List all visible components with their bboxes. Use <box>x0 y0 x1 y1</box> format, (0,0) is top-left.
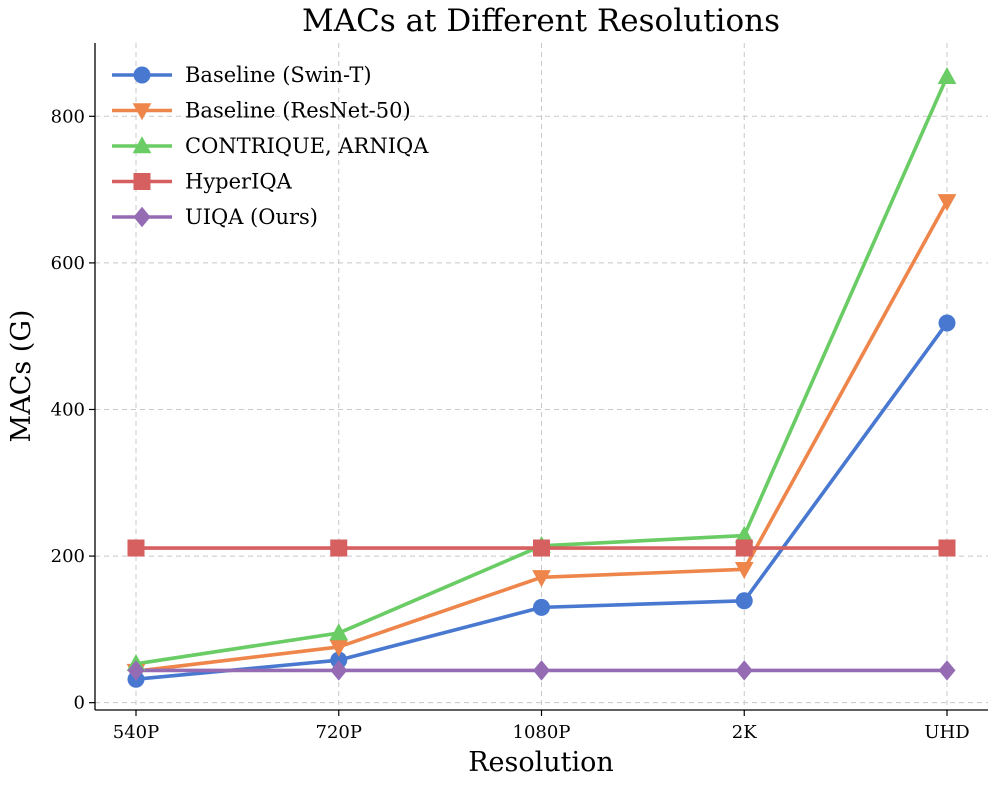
ticks: 540P 720P 1080P 2K UHD 0 200 400 600 800 <box>51 106 970 743</box>
x-axis-title: Resolution <box>468 747 614 778</box>
y-tick-label: 200 <box>51 546 85 567</box>
data-point-3-4 <box>938 539 956 557</box>
data-point-1-2 <box>532 570 551 588</box>
data-point-1-3 <box>734 562 754 580</box>
legend-label: Baseline (ResNet-50) <box>185 99 411 123</box>
legend-marker <box>132 136 152 154</box>
legend-marker <box>133 206 151 228</box>
y-tick-label: 400 <box>51 399 85 420</box>
chart-title: MACs at Different Resolutions <box>302 3 780 39</box>
legend-label: HyperIQA <box>185 170 293 194</box>
y-axis-title: MACs (G) <box>6 310 37 443</box>
y-tick-label: 0 <box>74 693 85 714</box>
data-point-3-1 <box>330 539 348 557</box>
gridlines <box>95 43 988 710</box>
series-markers <box>126 66 957 688</box>
x-tick-label: UHD <box>924 722 969 743</box>
data-point-4-3 <box>735 660 753 681</box>
legend-label: Baseline (Swin-T) <box>185 63 372 87</box>
legend-marker <box>133 173 151 190</box>
data-point-4-2 <box>533 660 550 681</box>
data-point-1-1 <box>329 639 349 657</box>
legend-item-3: HyperIQA <box>112 170 293 194</box>
legend-item-0: Baseline (Swin-T) <box>112 63 372 87</box>
legend-label: UIQA (Ours) <box>185 205 318 229</box>
data-point-1-4 <box>937 194 957 212</box>
data-point-4-4 <box>938 660 956 681</box>
data-point-0-4 <box>938 314 956 332</box>
legend-item-4: UIQA (Ours) <box>112 205 318 229</box>
legend-item-1: Baseline (ResNet-50) <box>112 99 411 123</box>
x-tick-label: 720P <box>316 722 362 743</box>
x-tick-label: 540P <box>113 722 159 743</box>
data-point-3-2 <box>533 539 550 557</box>
data-point-0-2 <box>533 598 550 616</box>
data-point-3-0 <box>127 539 145 557</box>
legend-item-2: CONTRIQUE, ARNIQA <box>112 134 429 158</box>
data-point-2-3 <box>734 525 754 543</box>
legend-marker <box>132 103 152 121</box>
x-tick-label: 2K <box>732 722 757 743</box>
data-point-4-1 <box>330 660 348 681</box>
data-point-0-3 <box>735 592 753 610</box>
y-tick-label: 800 <box>51 106 85 127</box>
data-point-2-4 <box>937 66 957 84</box>
data-point-2-1 <box>329 623 349 641</box>
data-point-3-3 <box>735 539 753 557</box>
data-point-0-1 <box>330 651 348 669</box>
legend-label: CONTRIQUE, ARNIQA <box>185 134 429 158</box>
y-tick-label: 600 <box>51 253 85 274</box>
legend-marker <box>133 66 151 84</box>
data-point-4-0 <box>127 660 145 681</box>
x-tick-label: 1080P <box>513 722 571 743</box>
legend: Baseline (Swin-T) Baseline (ResNet-50) CON… <box>112 63 429 229</box>
